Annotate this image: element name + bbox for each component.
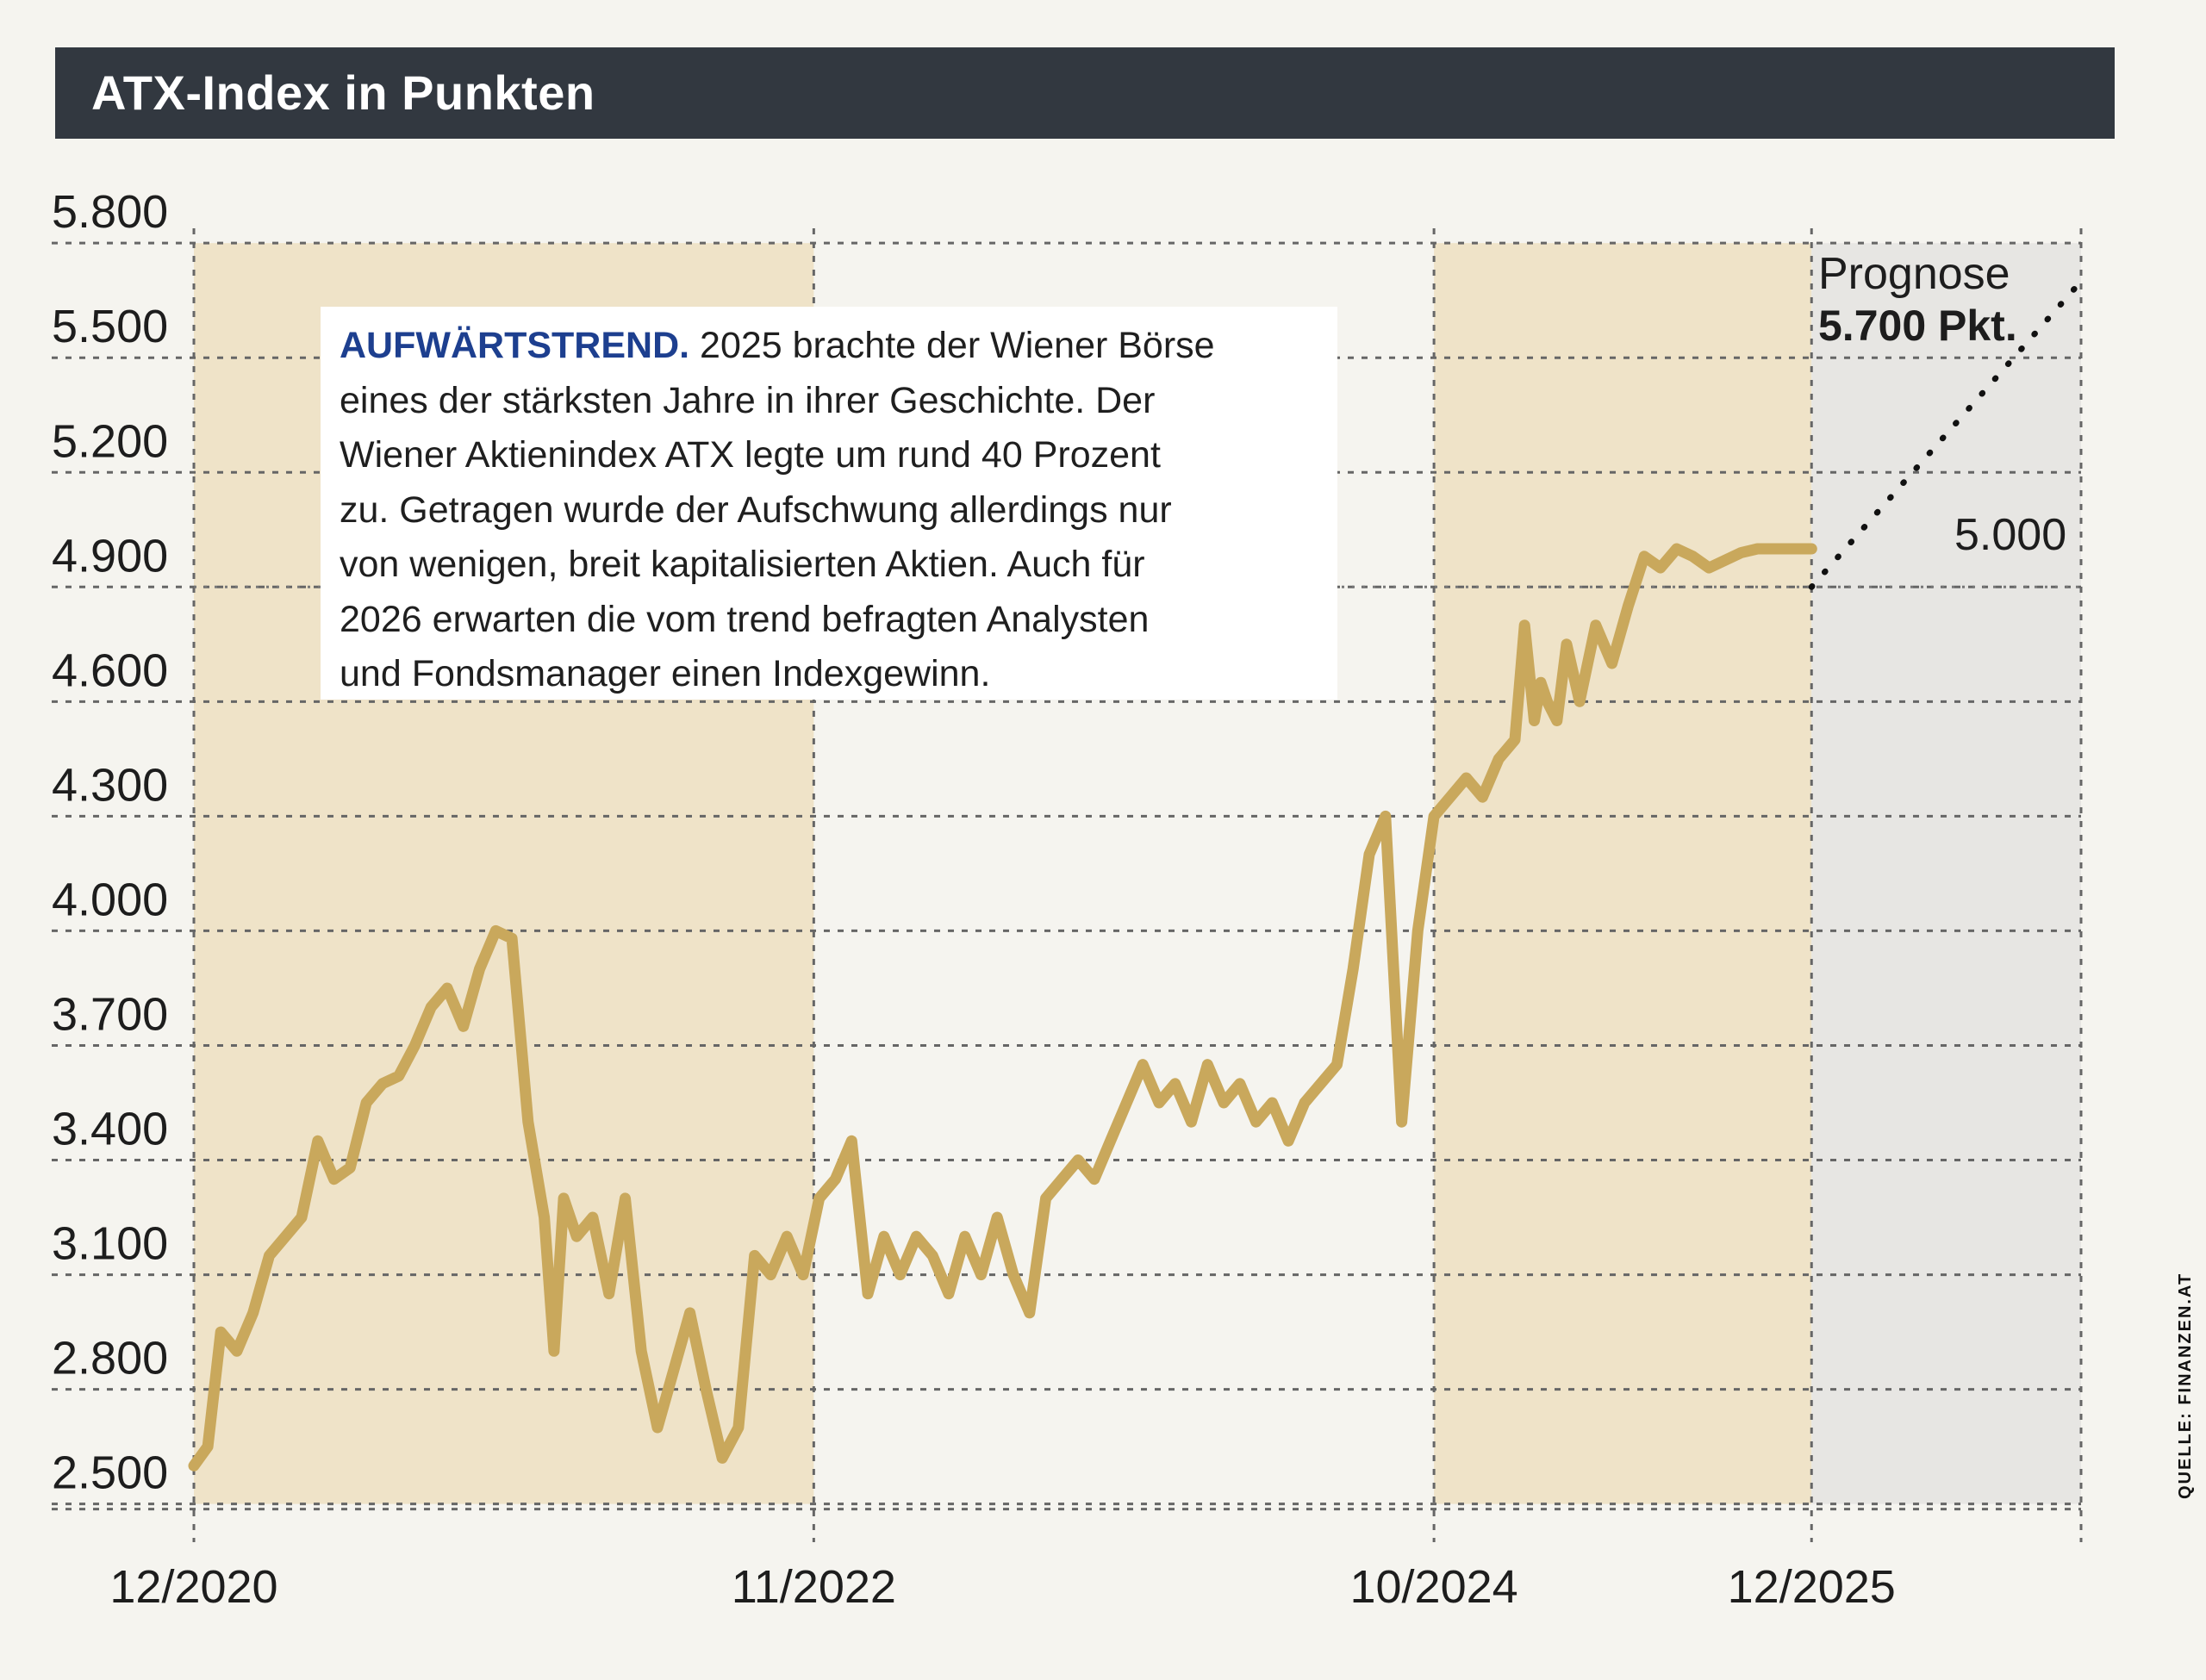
y-tick-label: 4.000 [52, 874, 168, 925]
x-tick-label: 11/2022 [732, 1561, 896, 1613]
chart-title: ATX-Index in Punkten [91, 65, 595, 120]
y-tick-label: 3.100 [52, 1218, 168, 1270]
callout-box: AUFWÄRTSTREND. 2025 brachte der Wiener B… [321, 307, 1337, 700]
y-tick-label: 4.300 [52, 759, 168, 811]
y-tick-label: 3.400 [52, 1104, 168, 1155]
chart-title-bar: ATX-Index in Punkten [55, 47, 2115, 139]
y-tick-label: 5.200 [52, 415, 168, 467]
forecast-region [1811, 243, 2081, 1504]
y-tick-label: 2.500 [52, 1447, 168, 1499]
x-tick-label: 12/2025 [1728, 1561, 1896, 1613]
x-tick-label: 12/2020 [109, 1561, 277, 1613]
y-tick-label: 4.900 [52, 530, 168, 582]
y-tick-label: 5.500 [52, 301, 168, 352]
annotation-target: 5.700 Pkt. [1818, 302, 2017, 350]
callout-line-5: von wenigen, breit kapitalisierten Aktie… [340, 544, 1145, 585]
callout-line-6: 2026 erwarten die vom trend befragten An… [340, 598, 1150, 640]
y-tick-label: 5.800 [52, 186, 168, 238]
source-credit: QUELLE: FINANZEN.AT [2176, 1272, 2195, 1499]
annotation-current: 5.000 [1954, 510, 2066, 560]
callout-headline: AUFWÄRTSTREND. [340, 325, 690, 366]
callout-line-7: und Fondsmanager einen Indexgewinn. [340, 653, 991, 694]
forecast-line [1808, 278, 2084, 590]
shaded-period-1 [1434, 243, 1812, 1504]
callout-line-3: Wiener Aktienindex ATX legte um rund 40 … [340, 434, 1161, 476]
callout-line-1: 2025 brachte der Wiener Börse [700, 325, 1215, 366]
y-tick-label: 4.600 [52, 644, 168, 696]
annotation-prognose: Prognose [1818, 249, 2010, 299]
atx-series-line [188, 543, 1817, 1472]
callout-line-2: eines der stärksten Jahre in ihrer Gesch… [340, 379, 1156, 421]
x-tick-label: 10/2024 [1349, 1561, 1517, 1613]
callout-line-4: zu. Getragen wurde der Aufschwung allerd… [340, 488, 1172, 531]
y-tick-label: 3.700 [52, 988, 168, 1040]
y-tick-label: 2.800 [52, 1333, 168, 1384]
